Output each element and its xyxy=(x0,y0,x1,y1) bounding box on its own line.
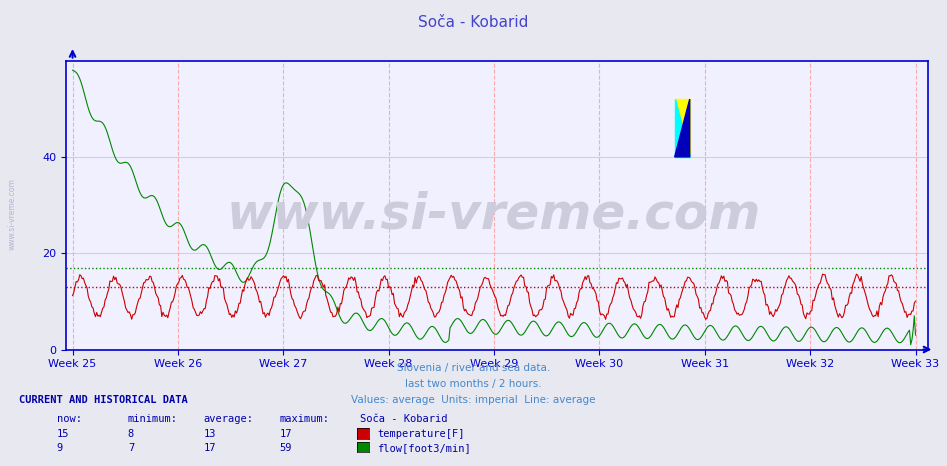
Polygon shape xyxy=(674,99,689,157)
Text: 9: 9 xyxy=(57,443,63,453)
Text: maximum:: maximum: xyxy=(279,414,330,424)
Text: 7: 7 xyxy=(128,443,134,453)
Text: CURRENT AND HISTORICAL DATA: CURRENT AND HISTORICAL DATA xyxy=(19,395,188,405)
Text: 17: 17 xyxy=(204,443,216,453)
Text: 59: 59 xyxy=(279,443,292,453)
Polygon shape xyxy=(674,99,689,157)
Text: 8: 8 xyxy=(128,429,134,439)
Text: 17: 17 xyxy=(279,429,292,439)
Text: average:: average: xyxy=(204,414,254,424)
Text: flow[foot3/min]: flow[foot3/min] xyxy=(377,443,471,453)
Text: Slovenia / river and sea data.
last two months / 2 hours.
Values: average  Units: Slovenia / river and sea data. last two … xyxy=(351,363,596,404)
Text: Soča - Kobarid: Soča - Kobarid xyxy=(419,15,528,30)
Text: www.si-vreme.com: www.si-vreme.com xyxy=(227,191,761,239)
Text: now:: now: xyxy=(57,414,81,424)
Text: 15: 15 xyxy=(57,429,69,439)
Text: Soča - Kobarid: Soča - Kobarid xyxy=(360,414,447,424)
Text: 13: 13 xyxy=(204,429,216,439)
Text: www.si-vreme.com: www.si-vreme.com xyxy=(8,178,17,250)
Polygon shape xyxy=(674,99,689,157)
Text: minimum:: minimum: xyxy=(128,414,178,424)
Text: temperature[F]: temperature[F] xyxy=(377,429,464,439)
